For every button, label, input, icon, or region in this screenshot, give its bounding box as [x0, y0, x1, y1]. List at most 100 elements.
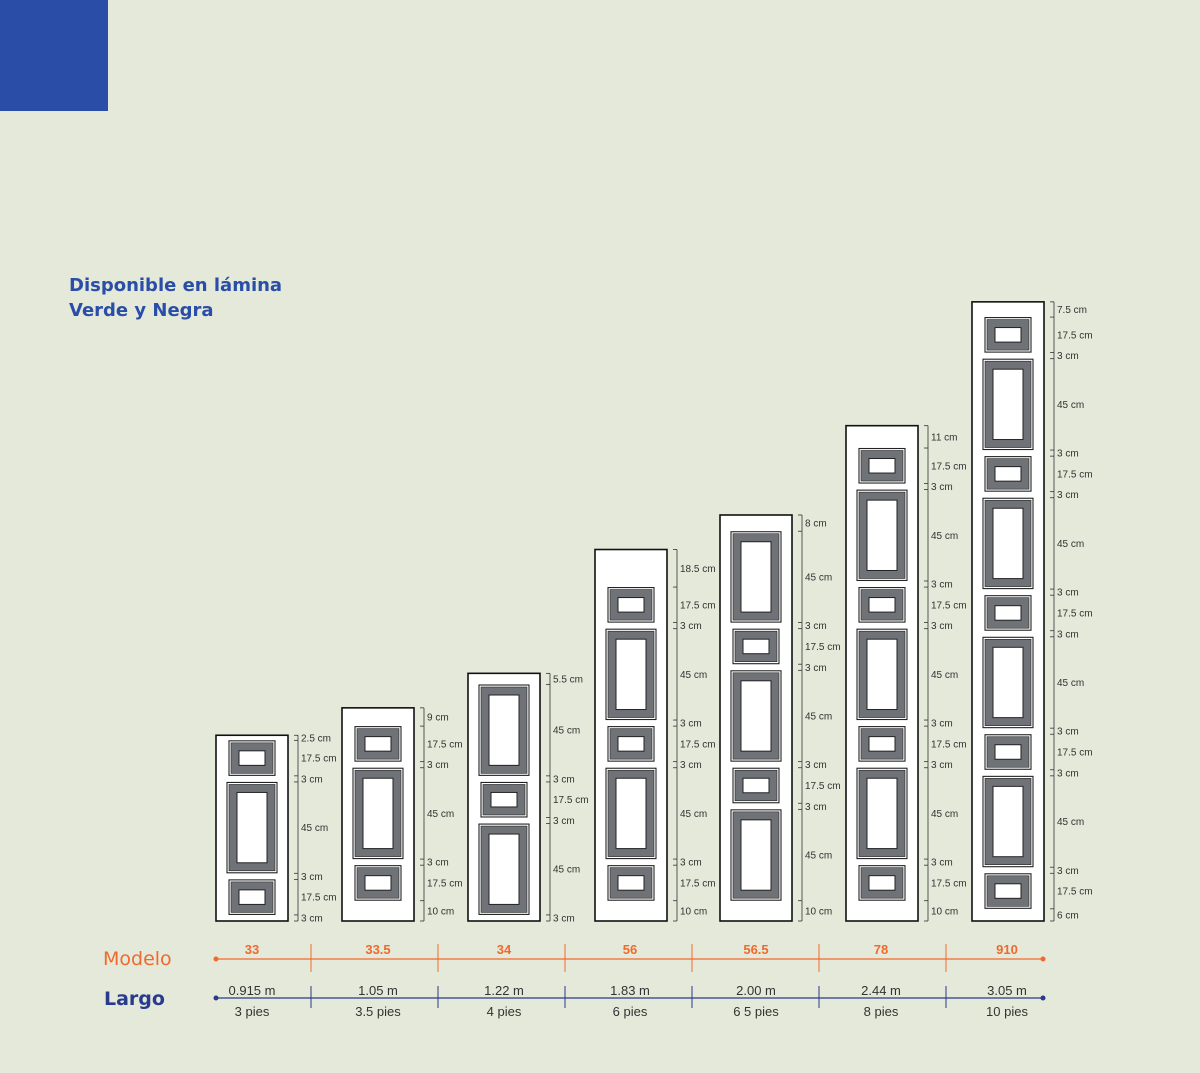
dimension-label: 17.5 cm	[1057, 887, 1093, 898]
dimension-label: 3 cm	[680, 719, 702, 730]
dimension-label: 3 cm	[680, 621, 702, 632]
shutter-model-33: 2.5 cm 17.5 cm 3 cm 45 cm 3 cm 17.5 cm 3 cm	[215, 733, 337, 924]
largo-meters: 1.05 m	[358, 983, 398, 998]
dimension-label: 3 cm	[805, 621, 827, 632]
large-panel-center	[615, 638, 647, 711]
small-panel-center	[868, 736, 896, 752]
dimension-label: 45 cm	[1057, 817, 1084, 828]
large-panel-center	[992, 785, 1024, 858]
shutter-model-56.5: 8 cm 45 cm 3 cm 17.5 cm 3 cm 45 cm 3 cm 17.5 cm…	[719, 514, 841, 922]
dimension-label: 5.5 cm	[553, 674, 583, 685]
small-panel	[858, 587, 906, 623]
dimension-label: 17.5 cm	[805, 781, 841, 792]
largo-meters: 1.22 m	[484, 983, 524, 998]
large-panel-center	[488, 694, 520, 766]
large-panel	[856, 628, 908, 721]
modelo-row-label: Modelo	[103, 948, 172, 970]
small-panel-center	[364, 736, 392, 752]
large-panel	[478, 684, 530, 776]
dimension-label: 3 cm	[931, 482, 953, 493]
small-panel	[607, 587, 655, 623]
small-panel	[607, 726, 655, 762]
large-panel-center	[992, 368, 1024, 441]
modelo-value: 78	[874, 942, 888, 957]
modelo-value: 33.5	[365, 942, 390, 957]
large-panel-center	[236, 791, 268, 864]
large-panel-center	[992, 507, 1024, 580]
small-panel-center	[868, 875, 896, 891]
small-panel	[228, 879, 276, 915]
largo-feet: 6 pies	[613, 1004, 648, 1019]
dimension-label: 17.5 cm	[1057, 608, 1093, 619]
small-panel-center	[364, 875, 392, 891]
small-panel-center	[238, 889, 266, 905]
dimension-label: 45 cm	[680, 670, 707, 681]
dimension-label: 3 cm	[1057, 866, 1079, 877]
dimension-label: 11 cm	[931, 432, 958, 443]
dimension-label: 17.5 cm	[427, 739, 463, 750]
large-panel	[730, 809, 782, 901]
large-panel-center	[740, 541, 772, 613]
dimension-label: 17.5 cm	[931, 739, 967, 750]
small-panel-center	[868, 597, 896, 613]
dimension-label: 45 cm	[680, 809, 707, 820]
dimension-label: 2.5 cm	[301, 733, 331, 744]
large-panel	[982, 636, 1034, 729]
small-panel	[480, 781, 528, 818]
small-panel-center	[994, 605, 1022, 621]
small-panel	[354, 865, 402, 901]
dimension-label: 17.5 cm	[301, 754, 337, 765]
small-panel	[984, 456, 1032, 492]
small-panel-center	[490, 791, 518, 808]
largo-meters: 2.00 m	[736, 983, 776, 998]
dimension-label: 3 cm	[680, 858, 702, 869]
small-panel	[858, 726, 906, 762]
largo-meters: 0.915 m	[229, 983, 276, 998]
small-panel-center	[238, 750, 266, 766]
small-panel-center	[994, 744, 1022, 760]
small-panel-center	[994, 466, 1022, 482]
dimension-label: 3 cm	[1057, 490, 1079, 501]
dimension-label: 45 cm	[805, 851, 832, 862]
dimension-label: 45 cm	[805, 711, 832, 722]
dimension-label: 10 cm	[680, 906, 707, 917]
shutter-model-33.5: 9 cm 17.5 cm 3 cm 45 cm 3 cm 17.5 cm 10 cm	[341, 707, 463, 922]
large-panel	[730, 670, 782, 762]
dimension-label: 45 cm	[553, 865, 580, 876]
dimension-label: 3 cm	[1057, 449, 1079, 460]
small-panel	[858, 865, 906, 901]
dimension-label: 3 cm	[1057, 727, 1079, 738]
dimension-label: 45 cm	[931, 531, 958, 542]
modelo-value: 33	[245, 942, 259, 957]
dimension-label: 3 cm	[931, 580, 953, 591]
dimension-label: 3 cm	[1057, 588, 1079, 599]
shutter-model-78: 11 cm 17.5 cm 3 cm 45 cm 3 cm 17.5 cm 3 cm 45 c…	[845, 424, 967, 922]
dimension-label: 8 cm	[805, 519, 827, 530]
small-panel-center	[742, 638, 770, 655]
dimension-label: 17.5 cm	[805, 642, 841, 653]
small-panel	[984, 595, 1032, 631]
dimension-label: 17.5 cm	[553, 795, 589, 806]
large-panel	[982, 497, 1034, 590]
dimension-label: 45 cm	[1057, 678, 1084, 689]
modelo-value: 56	[623, 942, 637, 957]
largo-meters: 2.44 m	[861, 983, 901, 998]
dimension-label: 3 cm	[301, 872, 323, 883]
dimension-label: 17.5 cm	[1057, 330, 1093, 341]
dimension-label: 3 cm	[1057, 768, 1079, 779]
dimension-label: 17.5 cm	[931, 461, 967, 472]
dimension-label: 45 cm	[301, 823, 328, 834]
small-panel	[984, 317, 1032, 353]
dimension-label: 3 cm	[805, 760, 827, 771]
dimension-label: 10 cm	[427, 906, 454, 917]
small-panel-center	[617, 875, 645, 891]
dimension-label: 17.5 cm	[680, 600, 716, 611]
modelo-value: 34	[497, 942, 512, 957]
dimension-label: 45 cm	[805, 572, 832, 583]
dimension-label: 3 cm	[1057, 351, 1079, 362]
dimension-label: 17.5 cm	[931, 600, 967, 611]
small-panel-center	[868, 458, 896, 474]
dimension-label: 3 cm	[553, 816, 575, 827]
dimension-label: 6 cm	[1057, 910, 1079, 921]
